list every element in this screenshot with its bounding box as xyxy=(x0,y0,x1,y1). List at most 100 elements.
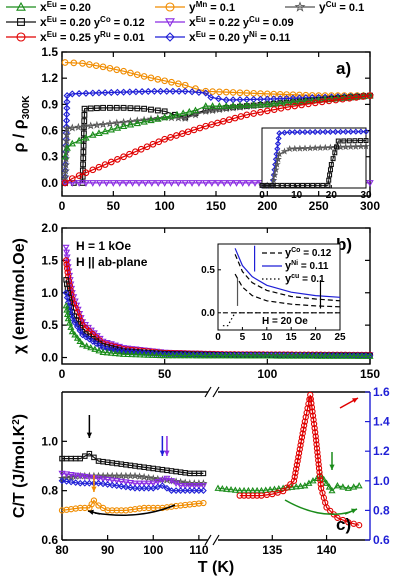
circle-marker xyxy=(315,92,323,99)
triangle-marker xyxy=(208,102,217,109)
diamond-marker xyxy=(140,349,148,357)
text-part: Cu xyxy=(249,15,260,24)
star-marker xyxy=(208,106,217,115)
circle-marker xyxy=(279,488,287,495)
square-marker xyxy=(341,138,347,144)
star-marker xyxy=(269,99,279,108)
text-part: Eu xyxy=(196,15,206,24)
triangle-down-marker xyxy=(167,180,176,187)
legend-label: xEu = 0.25 yRu = 0.01 xyxy=(40,30,145,44)
inset-frame xyxy=(217,243,341,331)
star-marker xyxy=(342,143,350,151)
circle-marker xyxy=(137,145,145,153)
circle-marker xyxy=(310,420,318,428)
circle-marker xyxy=(75,172,83,179)
text-part: 300K xyxy=(21,95,32,120)
star-marker xyxy=(92,120,102,129)
text-part: Co xyxy=(100,15,111,24)
y-right-tick-label: 1.0 xyxy=(373,474,390,488)
panel-label: a) xyxy=(336,59,351,78)
y-tick-label: 0.0 xyxy=(41,176,58,190)
star-marker xyxy=(321,143,329,151)
circle-marker xyxy=(274,489,281,496)
circle-marker xyxy=(296,446,303,453)
triangle-marker xyxy=(189,351,197,359)
triangle-marker xyxy=(306,352,314,359)
circle-marker xyxy=(175,80,182,88)
circle-marker xyxy=(61,59,69,66)
inset-x-tick-label: 5 xyxy=(240,332,246,343)
circle-marker xyxy=(216,88,223,96)
circle-marker xyxy=(63,506,70,513)
circle-marker xyxy=(101,161,109,168)
circle-marker xyxy=(284,103,292,111)
triangle-marker xyxy=(101,127,109,135)
circle-marker xyxy=(159,504,166,512)
triangle-marker xyxy=(257,352,265,359)
axis-break-mark xyxy=(212,534,220,546)
circle-marker xyxy=(231,114,239,122)
star-marker xyxy=(191,110,200,119)
star-marker xyxy=(149,474,158,482)
circle-marker xyxy=(298,101,305,109)
series-cu22 xyxy=(58,470,207,490)
triangle-marker xyxy=(318,352,326,359)
diamond-marker xyxy=(63,98,71,106)
circle-marker xyxy=(243,89,251,97)
diamond-marker xyxy=(306,128,314,136)
triangle-down-marker xyxy=(63,249,71,257)
legend-item: yCu = 0.1 xyxy=(285,0,364,14)
series-curve xyxy=(234,254,341,302)
circle-marker xyxy=(305,400,312,407)
triangle-marker xyxy=(229,352,237,359)
series-curve xyxy=(234,273,341,308)
diamond-marker xyxy=(202,89,210,97)
y-tick-label: 0.9 xyxy=(41,97,58,111)
diamond-marker xyxy=(286,129,293,136)
field-annotation: H = 1 kOe xyxy=(76,239,131,253)
y-tick-label: 1.5 xyxy=(41,45,58,59)
triangle-marker xyxy=(144,351,152,358)
inset-x-tick-label: 10 xyxy=(261,332,273,343)
triangle-marker xyxy=(223,485,231,492)
legend-item: yMn = 0.1 xyxy=(155,0,235,14)
circle-marker xyxy=(127,69,134,77)
circle-marker xyxy=(269,490,276,498)
triangle-down-marker xyxy=(149,480,157,487)
text-part: cu xyxy=(291,273,299,280)
diamond-marker xyxy=(140,484,148,492)
circle-marker xyxy=(250,110,257,117)
square-marker xyxy=(327,172,333,178)
inset-x-tick-label: 30 xyxy=(360,190,372,201)
x-tick-label: 150 xyxy=(206,199,226,213)
diamond-marker xyxy=(165,32,175,42)
inset-legend-label: ycu = 0.1 xyxy=(285,273,325,285)
inset-x-tick-label: 20 xyxy=(310,332,322,343)
circle-marker xyxy=(309,412,317,419)
circle-marker xyxy=(209,88,216,95)
y-tick-label: 1.5 xyxy=(41,253,58,267)
circle-marker xyxy=(315,461,322,468)
diamond-marker xyxy=(62,116,71,125)
diamond-marker xyxy=(72,479,80,487)
triangle-marker xyxy=(205,351,213,359)
circle-marker xyxy=(107,158,115,166)
star-marker xyxy=(140,472,149,481)
diamond-marker xyxy=(63,104,71,112)
curve-arrow xyxy=(284,499,351,515)
text-part: 2 xyxy=(11,419,22,425)
y-right-tick-label: 1.2 xyxy=(373,444,390,458)
triangle-marker xyxy=(91,345,99,352)
triangle-marker xyxy=(215,102,224,109)
triangle-marker xyxy=(83,342,91,349)
text-part: x xyxy=(40,0,47,14)
text-part: = 0.22 y xyxy=(206,17,250,29)
diamond-marker xyxy=(295,94,303,102)
x-tick-label: 50 xyxy=(158,367,172,381)
circle-marker xyxy=(208,121,215,128)
star-marker xyxy=(269,176,278,184)
circle-marker xyxy=(317,477,324,484)
triangle-marker xyxy=(201,351,209,359)
star-marker xyxy=(273,160,281,168)
circle-marker xyxy=(63,261,70,268)
